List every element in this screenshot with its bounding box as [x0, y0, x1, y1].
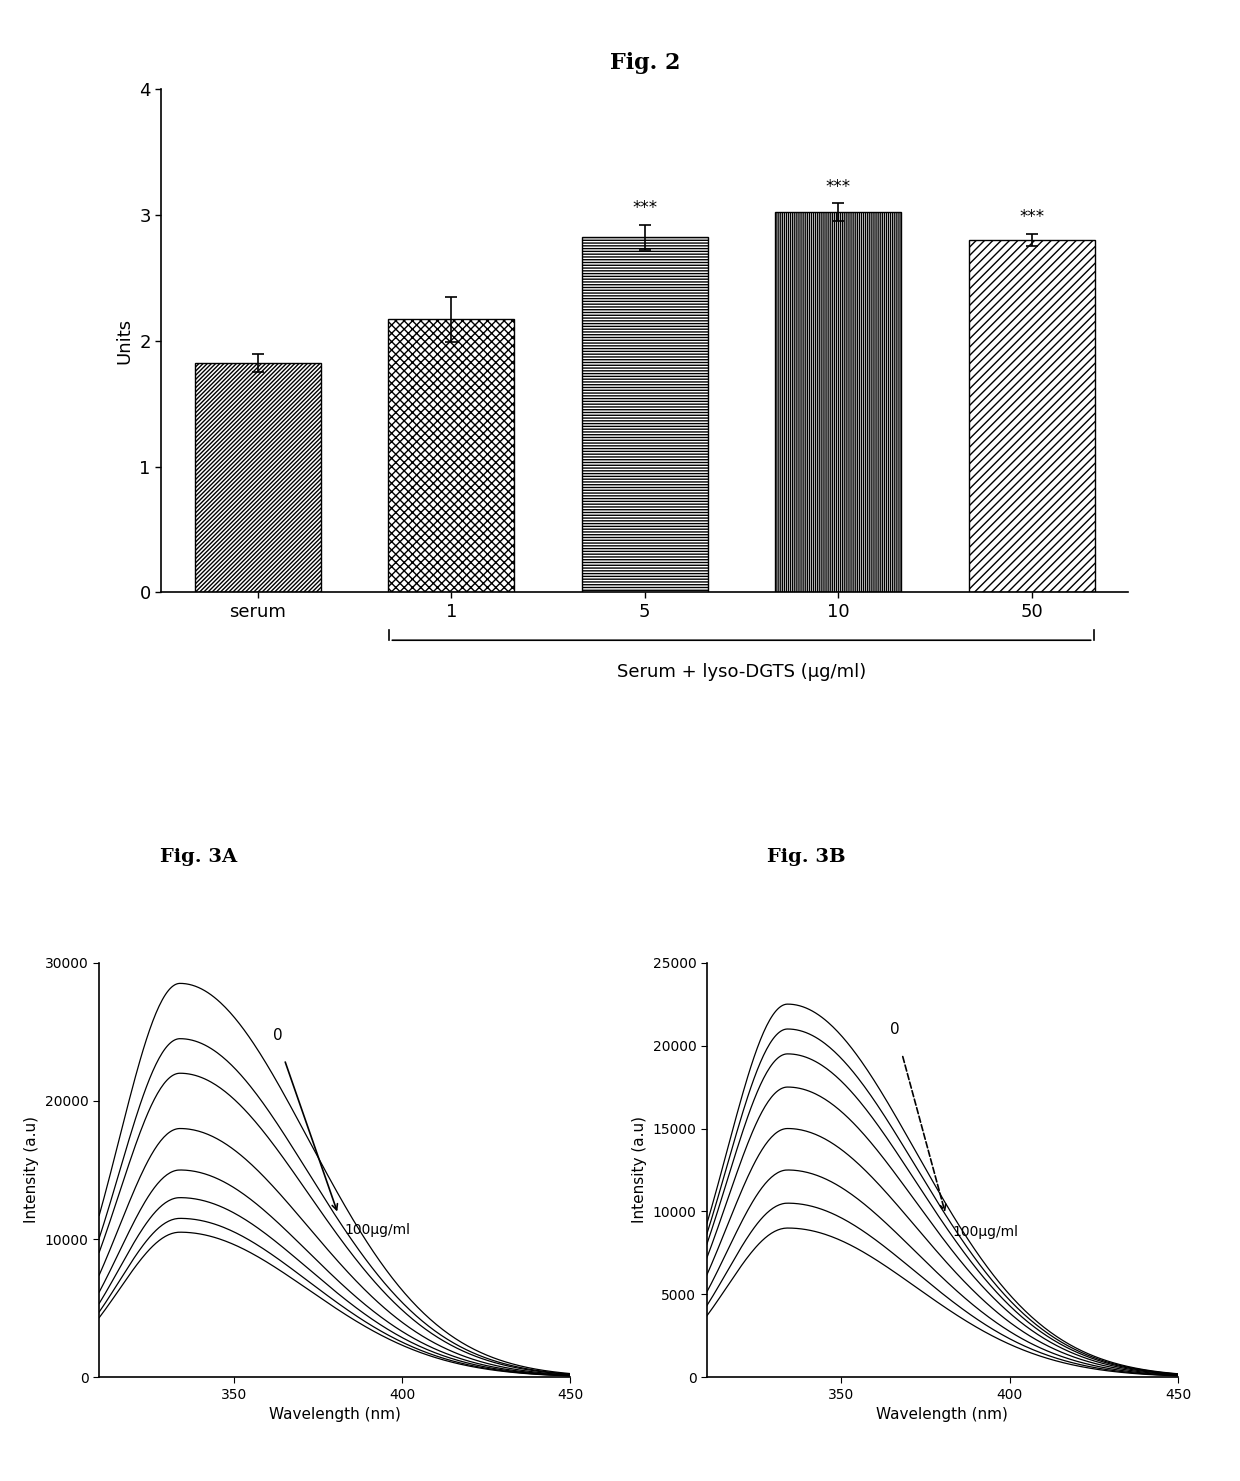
Bar	[968, 240, 1095, 592]
Bar	[195, 363, 321, 592]
X-axis label: Wavelength (nm): Wavelength (nm)	[269, 1407, 401, 1422]
Bar	[388, 320, 515, 592]
Text: Serum + lyso-DGTS (µg/ml): Serum + lyso-DGTS (µg/ml)	[616, 663, 867, 681]
Y-axis label: Intensity (a.u): Intensity (a.u)	[632, 1117, 647, 1223]
Text: 100µg/ml: 100µg/ml	[952, 1225, 1018, 1238]
Text: 0: 0	[890, 1022, 900, 1037]
Bar	[775, 212, 901, 592]
Bar	[582, 237, 708, 592]
X-axis label: Wavelength (nm): Wavelength (nm)	[877, 1407, 1008, 1422]
Y-axis label: Units: Units	[115, 317, 134, 364]
Text: 100µg/ml: 100µg/ml	[345, 1222, 410, 1237]
Text: ***: ***	[1019, 207, 1044, 227]
Text: ***: ***	[826, 178, 851, 195]
Text: ***: ***	[632, 200, 657, 218]
Y-axis label: Intensity (a.u): Intensity (a.u)	[25, 1117, 40, 1223]
Text: Fig. 3B: Fig. 3B	[766, 849, 846, 866]
Text: 0: 0	[273, 1028, 283, 1043]
Text: Fig. 2: Fig. 2	[610, 52, 680, 74]
Text: Fig. 3A: Fig. 3A	[160, 849, 237, 866]
